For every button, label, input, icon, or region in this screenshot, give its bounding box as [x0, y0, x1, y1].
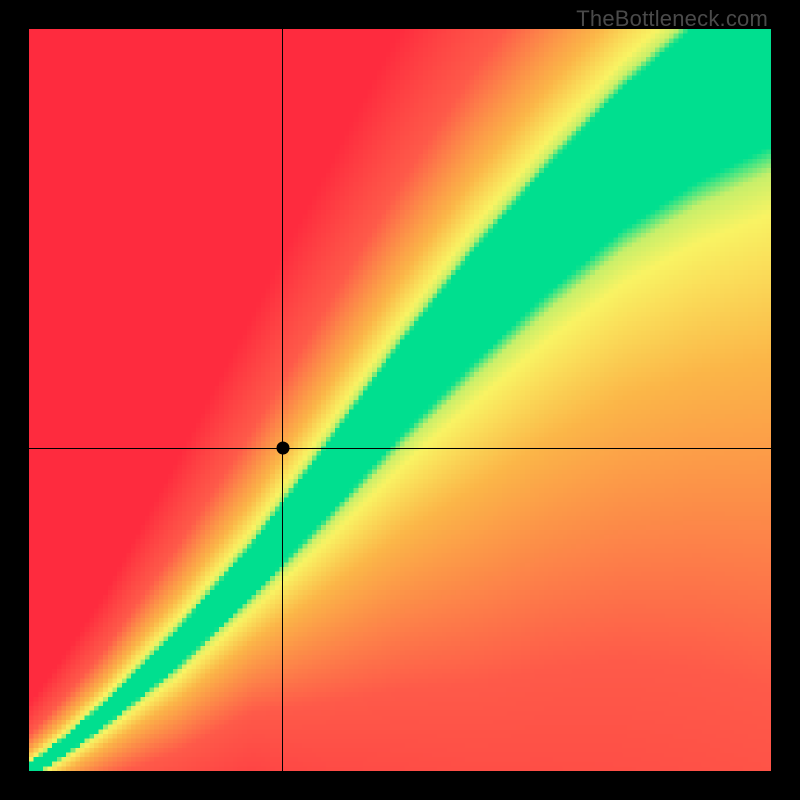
heatmap-canvas — [29, 29, 771, 771]
watermark-text: TheBottleneck.com — [576, 6, 768, 32]
heatmap-plot — [29, 29, 771, 771]
crosshair-vertical — [282, 29, 283, 771]
crosshair-horizontal — [29, 448, 771, 449]
crosshair-marker — [276, 442, 289, 455]
